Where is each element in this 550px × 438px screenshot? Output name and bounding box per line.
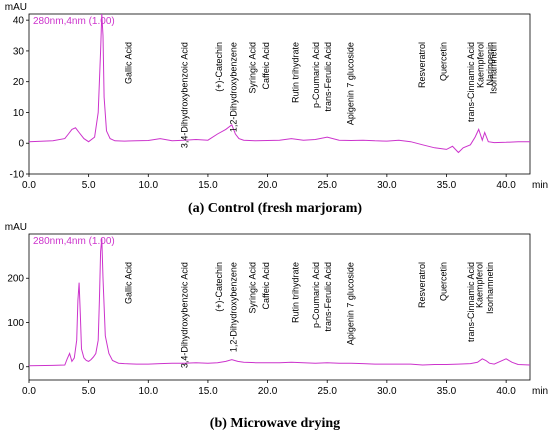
peak-label: Kaempferol — [474, 262, 484, 308]
x-axis-label: min — [532, 386, 548, 397]
peak-label: Rutin trihydrate — [291, 262, 301, 323]
y-tick-label: 40 — [13, 16, 25, 27]
x-tick-label: 5.0 — [82, 386, 96, 397]
x-tick-label: 35.0 — [437, 180, 457, 191]
peak-label: Resveratrol — [417, 42, 427, 88]
peak-label: Quercetin — [439, 262, 449, 301]
y-tick-label: -10 — [10, 170, 25, 181]
x-tick-label: 20.0 — [258, 180, 278, 191]
x-tick-label: 0.0 — [22, 386, 36, 397]
chromatogram-trace-1 — [28, 238, 531, 367]
peak-label: Kaempferol — [476, 42, 486, 88]
peak-label: p-Coumaric Acid — [311, 42, 321, 108]
y-axis-label: mAU — [5, 2, 27, 13]
peak-label: trans-Cinnamic Acid — [466, 42, 476, 122]
peak-label: 1,2-Dihydroxybenzene — [229, 42, 239, 132]
detector-label: 280nm,4nm (1.00) — [33, 236, 115, 247]
y-tick-label: 200 — [7, 274, 24, 285]
x-tick-label: 5.0 — [82, 180, 96, 191]
x-tick-label: 10.0 — [139, 180, 159, 191]
x-tick-label: 40.0 — [496, 180, 516, 191]
peak-label: Isorhamnetin — [489, 42, 499, 94]
plot-frame — [28, 233, 531, 381]
x-tick-label: 35.0 — [437, 386, 457, 397]
y-tick-label: 10 — [13, 108, 25, 119]
x-tick-label: 10.0 — [139, 386, 159, 397]
peak-label: 3,4-Dihydroxybenzoic Acid — [180, 262, 190, 368]
peak-label: Syringic Acid — [248, 42, 258, 94]
peak-label: p-Coumaric Acid — [311, 262, 321, 328]
peak-label: Syringic Acid — [248, 262, 258, 314]
y-tick-label: 30 — [13, 46, 25, 57]
peak-label: 3,4-Dihydroxybenzoic Acid — [180, 42, 190, 148]
peak-label: 1,2-Dihydroxybenzene — [229, 262, 239, 352]
x-tick-label: 15.0 — [198, 180, 218, 191]
y-tick-label: 0 — [18, 362, 24, 373]
peak-label: (+)-Catechin — [214, 262, 224, 312]
peak-label: trans-Ferulic Acid — [323, 262, 333, 332]
peak-label: Rutin trihydrate — [291, 42, 301, 103]
peak-label: Gallic Acid — [124, 42, 134, 84]
peak-label: Quercetin — [439, 42, 449, 81]
chart-panel-2: 0 100 200 0.0 5.0 10.0 15.0 20.0 25.0 30.0 35.0 40.… — [5, 222, 548, 431]
y-tick-label: 0 — [18, 139, 24, 150]
y-tick-label: 100 — [7, 318, 24, 329]
x-tick-label: 20.0 — [258, 386, 278, 397]
peak-label: Resveratrol — [417, 262, 427, 308]
peak-label: Apigenin 7 glucoside — [345, 42, 355, 125]
detector-label: 280nm,4nm (1.00) — [33, 16, 115, 27]
peak-label: (+)-Catechin — [214, 42, 224, 92]
peak-label: Isorhamnetin — [485, 262, 495, 314]
x-tick-label: 25.0 — [317, 180, 337, 191]
y-axis-label: mAU — [5, 222, 27, 233]
plot-frame — [28, 13, 531, 175]
x-tick-label: 0.0 — [22, 180, 36, 191]
peak-label: trans-Ferulic Acid — [323, 42, 333, 112]
chart-panel-1: -10 0 10 20 30 40 0.0 5.0 10.0 15.0 20.0 25.0 30.0 35… — [5, 2, 548, 216]
peak-label: Gallic Acid — [124, 262, 134, 304]
x-tick-label: 40.0 — [496, 386, 516, 397]
x-axis-label: min — [532, 180, 548, 191]
peak-label: Caffeic Acid — [261, 42, 271, 89]
peak-label: Caffeic Acid — [261, 262, 271, 309]
peak-label: trans-Cinnamic Acid — [466, 262, 476, 342]
x-tick-label: 30.0 — [377, 180, 397, 191]
x-tick-label: 30.0 — [377, 386, 397, 397]
peak-label: Apigenin 7 glucoside — [345, 262, 355, 345]
panel-caption: (a) Control (fresh marjoram) — [188, 201, 362, 216]
y-tick-label: 20 — [13, 77, 25, 88]
x-tick-label: 25.0 — [317, 386, 337, 397]
peak-label: Naringenin — [485, 42, 495, 86]
panel-caption: (b) Microwave drying — [210, 416, 340, 431]
x-tick-label: 15.0 — [198, 386, 218, 397]
chromatogram-trace-1 — [28, 13, 530, 154]
